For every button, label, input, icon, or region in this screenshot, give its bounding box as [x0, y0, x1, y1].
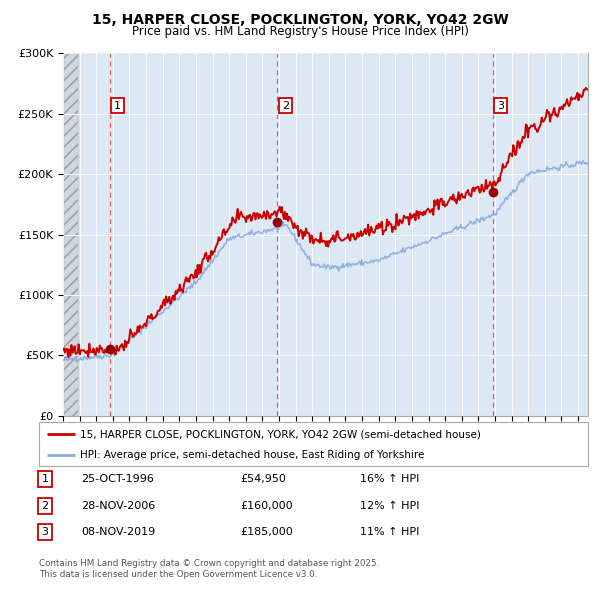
Bar: [63, 53, 78, 416]
Text: 08-NOV-2019: 08-NOV-2019: [81, 527, 155, 537]
Text: Price paid vs. HM Land Registry's House Price Index (HPI): Price paid vs. HM Land Registry's House …: [131, 25, 469, 38]
Text: 12% ↑ HPI: 12% ↑ HPI: [360, 501, 419, 510]
Text: 1: 1: [41, 474, 49, 484]
Text: 15, HARPER CLOSE, POCKLINGTON, YORK, YO42 2GW (semi-detached house): 15, HARPER CLOSE, POCKLINGTON, YORK, YO4…: [80, 430, 481, 439]
Text: 11% ↑ HPI: 11% ↑ HPI: [360, 527, 419, 537]
Text: 3: 3: [497, 101, 504, 111]
Text: 28-NOV-2006: 28-NOV-2006: [81, 501, 155, 510]
FancyBboxPatch shape: [39, 422, 588, 466]
Text: £160,000: £160,000: [240, 501, 293, 510]
Text: £185,000: £185,000: [240, 527, 293, 537]
Bar: [63, 53, 78, 416]
Text: 15, HARPER CLOSE, POCKLINGTON, YORK, YO42 2GW: 15, HARPER CLOSE, POCKLINGTON, YORK, YO4…: [92, 13, 508, 27]
Text: 1: 1: [114, 101, 121, 111]
Text: 2: 2: [281, 101, 289, 111]
Text: Contains HM Land Registry data © Crown copyright and database right 2025.: Contains HM Land Registry data © Crown c…: [39, 559, 379, 568]
Text: 2: 2: [41, 501, 49, 510]
Text: 16% ↑ HPI: 16% ↑ HPI: [360, 474, 419, 484]
Text: 25-OCT-1996: 25-OCT-1996: [81, 474, 154, 484]
Text: £54,950: £54,950: [240, 474, 286, 484]
Text: This data is licensed under the Open Government Licence v3.0.: This data is licensed under the Open Gov…: [39, 570, 317, 579]
Text: 3: 3: [41, 527, 49, 537]
Text: HPI: Average price, semi-detached house, East Riding of Yorkshire: HPI: Average price, semi-detached house,…: [80, 450, 425, 460]
